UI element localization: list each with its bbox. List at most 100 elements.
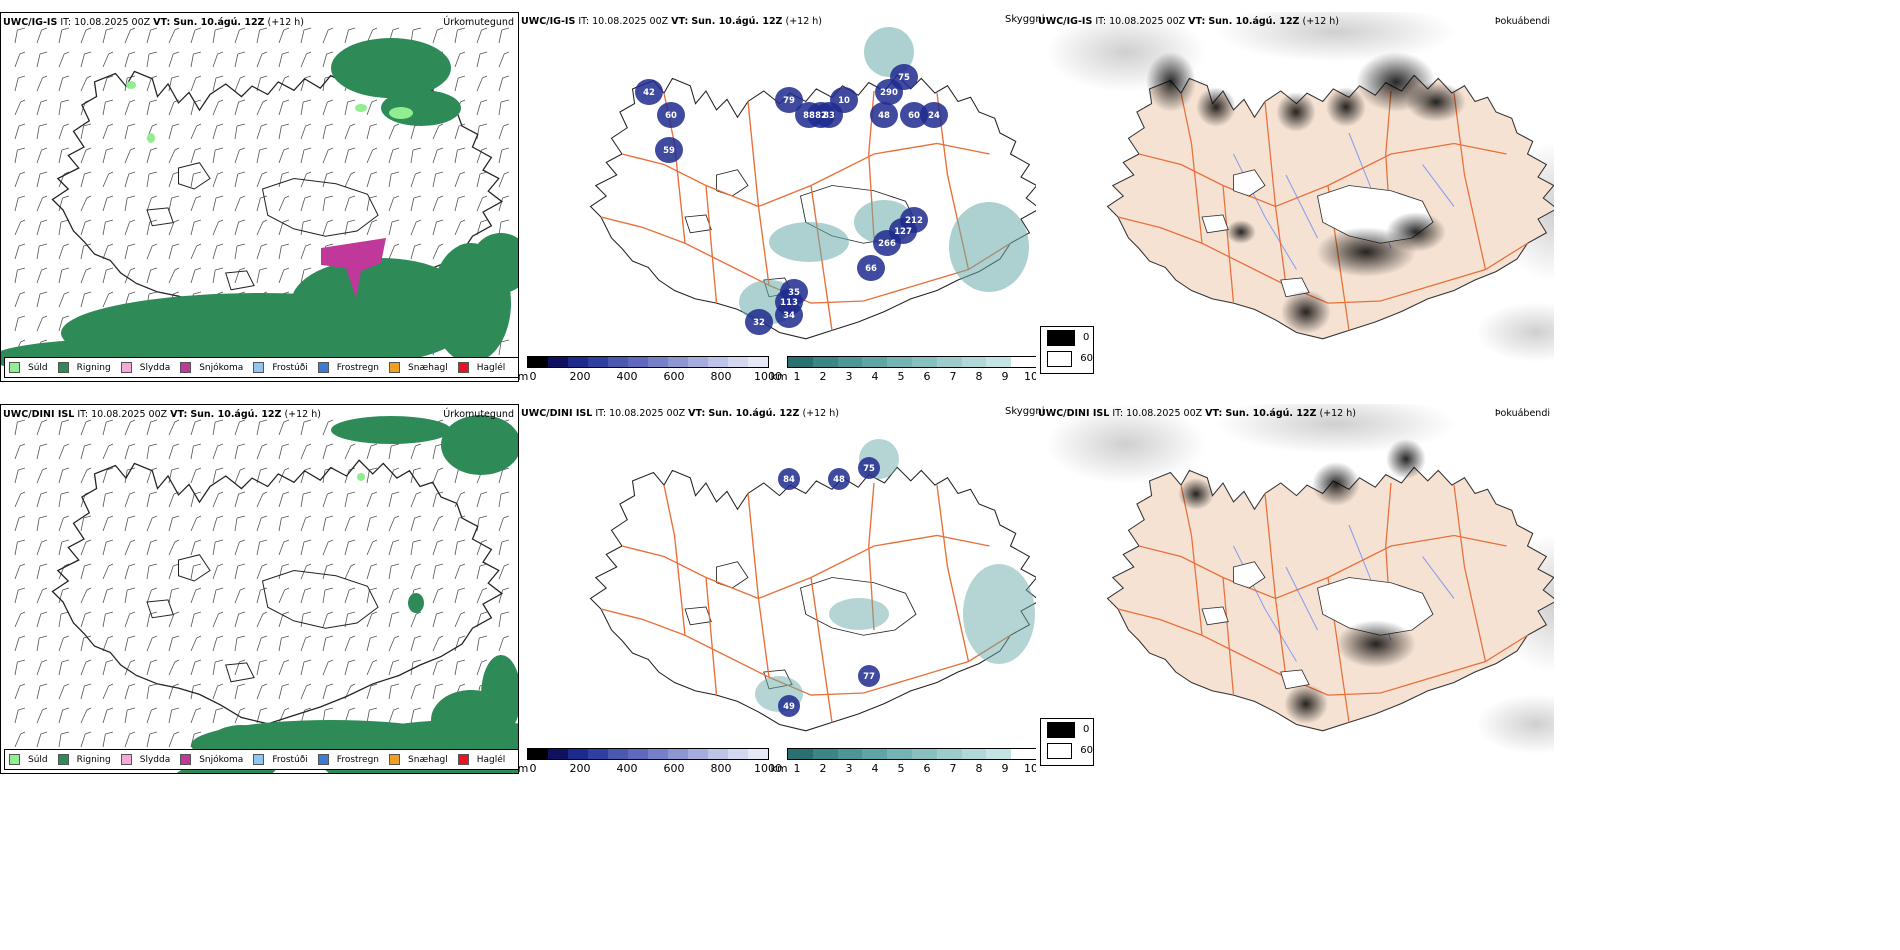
- fog-area: [949, 202, 1029, 292]
- precip-type-map: [14, 415, 518, 773]
- glacier-outline: [684, 214, 712, 234]
- low-cloud-area: [657, 102, 685, 128]
- low-cloud-area: [778, 468, 800, 490]
- it-label: IT:: [595, 408, 607, 419]
- visibility-colorbar: [787, 356, 1036, 368]
- fog-haze: [1216, 12, 1456, 62]
- cloud-base-label: 59: [663, 146, 675, 156]
- panel-header: UWC/IG-IS IT: 10.08.2025 00Z VT: Sun. 10…: [3, 17, 304, 28]
- road: [1453, 485, 1487, 662]
- height-tick: 600: [663, 762, 685, 775]
- visibility-tick: 3: [845, 762, 853, 775]
- visibility-tick: 9: [1001, 370, 1009, 383]
- glacier: [1317, 577, 1434, 636]
- precip-type-title: Úrkomutegund: [443, 409, 514, 420]
- low-cloud-area: [775, 87, 803, 113]
- valid-time: Sun. 10.ágú. 12Z: [190, 409, 282, 420]
- legend-label: Haglél: [476, 362, 506, 373]
- visibility-tick: 3: [845, 370, 853, 383]
- glacier: [1233, 169, 1266, 197]
- legend-swatch: [457, 754, 469, 765]
- fog-haze: [1216, 404, 1456, 454]
- fog-legend-label: 60: [1080, 745, 1093, 756]
- legend-label: Frostúði: [272, 362, 308, 373]
- glacier-outline: [177, 554, 211, 582]
- rain-areas: [177, 415, 518, 773]
- vt-label: VT:: [1188, 16, 1206, 27]
- colorbar-segment: [936, 357, 962, 367]
- visibility-colorbar: [787, 748, 1036, 760]
- valid-time: Sun. 10.ágú. 12Z: [173, 17, 265, 28]
- colorbar-segment: [837, 357, 863, 367]
- vt-label: VT:: [1205, 408, 1223, 419]
- lead-time: (+12 h): [802, 408, 839, 419]
- road: [621, 142, 990, 208]
- rain-area: [408, 593, 424, 613]
- river: [1422, 556, 1455, 599]
- road: [663, 484, 686, 636]
- height-unit: m: [519, 370, 529, 383]
- fog-index-area: [1281, 290, 1331, 334]
- fog-legend-label: 60: [1080, 353, 1093, 364]
- road: [1138, 142, 1507, 208]
- rain-area: [331, 38, 451, 98]
- fog-index-area: [1406, 82, 1466, 122]
- rain-area: [471, 233, 518, 293]
- road: [810, 577, 833, 723]
- visibility-tick: 4: [871, 370, 879, 383]
- legend-item: Snjókoma: [180, 754, 243, 765]
- legend-label: Slydda: [139, 754, 171, 765]
- legend-swatch: [253, 362, 265, 373]
- colorbar-segment: [837, 749, 863, 759]
- legend-swatch: [9, 362, 20, 373]
- legend-item: Frostregn: [317, 754, 379, 765]
- fog-index-area: [1226, 220, 1256, 244]
- fog-index-legend: 0 60: [1040, 326, 1094, 374]
- low-cloud-areas: [778, 457, 880, 717]
- fog-index-map: [1046, 12, 1554, 362]
- colorbars: m 0 200 400 600 800 1000 km 1 2 3 4 5 6 7 8 9 10: [519, 744, 1036, 778]
- colorbar-segment: [936, 749, 962, 759]
- it-label: IT:: [1095, 16, 1107, 27]
- legend-swatch: [120, 362, 132, 373]
- cloud-base-label: 24: [928, 111, 940, 121]
- fog-index-area: [1386, 212, 1446, 252]
- visibility-unit: km: [770, 762, 788, 775]
- river: [1422, 164, 1455, 207]
- fog-index-legend: 0 60: [1040, 718, 1094, 766]
- low-cloud-area: [828, 468, 850, 490]
- glacier-outline: [261, 569, 379, 629]
- rain-area: [441, 415, 518, 475]
- colorbar-segment: [961, 749, 987, 759]
- rain-areas: [1, 38, 518, 378]
- glacier: [1201, 606, 1229, 626]
- valid-time: Sun. 10.ágú. 12Z: [1208, 16, 1300, 27]
- colorbar-segment: [608, 357, 628, 367]
- cloud-base-label: 48: [833, 475, 845, 485]
- cloud-visibility-map: 84 48 75 77 49: [589, 439, 1036, 732]
- init-time: 10.08.2025 00Z: [1126, 408, 1203, 419]
- cloud-base-label: 60: [908, 111, 920, 121]
- height-tick: 1000: [754, 370, 782, 383]
- lead-time: (+12 h): [267, 17, 304, 28]
- height-tick: 200: [569, 370, 591, 383]
- visibility-tick: 6: [923, 762, 931, 775]
- low-cloud-area: [920, 102, 948, 128]
- road: [1453, 93, 1487, 270]
- cloud-visibility-panel: 84 48 75 77 49 UWC/DINI ISL IT: 10.08.2025 00…: [519, 404, 1036, 778]
- visibility-tick: 5: [897, 370, 905, 383]
- glacier: [1201, 214, 1229, 234]
- cloud-base-label: 75: [863, 464, 875, 474]
- fog-haze: [1476, 694, 1554, 754]
- road: [1180, 92, 1203, 244]
- colorbar-segment: [986, 749, 1012, 759]
- colorbar-segment: [812, 749, 838, 759]
- fog-legend-swatch: [1047, 329, 1075, 346]
- colorbar-segment: [788, 749, 813, 759]
- legend-swatch: [389, 362, 401, 373]
- fog-index-map: [1046, 404, 1554, 754]
- legend-label: Frostregn: [336, 362, 380, 373]
- colorbar-segment: [588, 749, 608, 759]
- cloud-base-label: 79: [783, 96, 795, 106]
- visibility-tick: 10: [1024, 370, 1036, 383]
